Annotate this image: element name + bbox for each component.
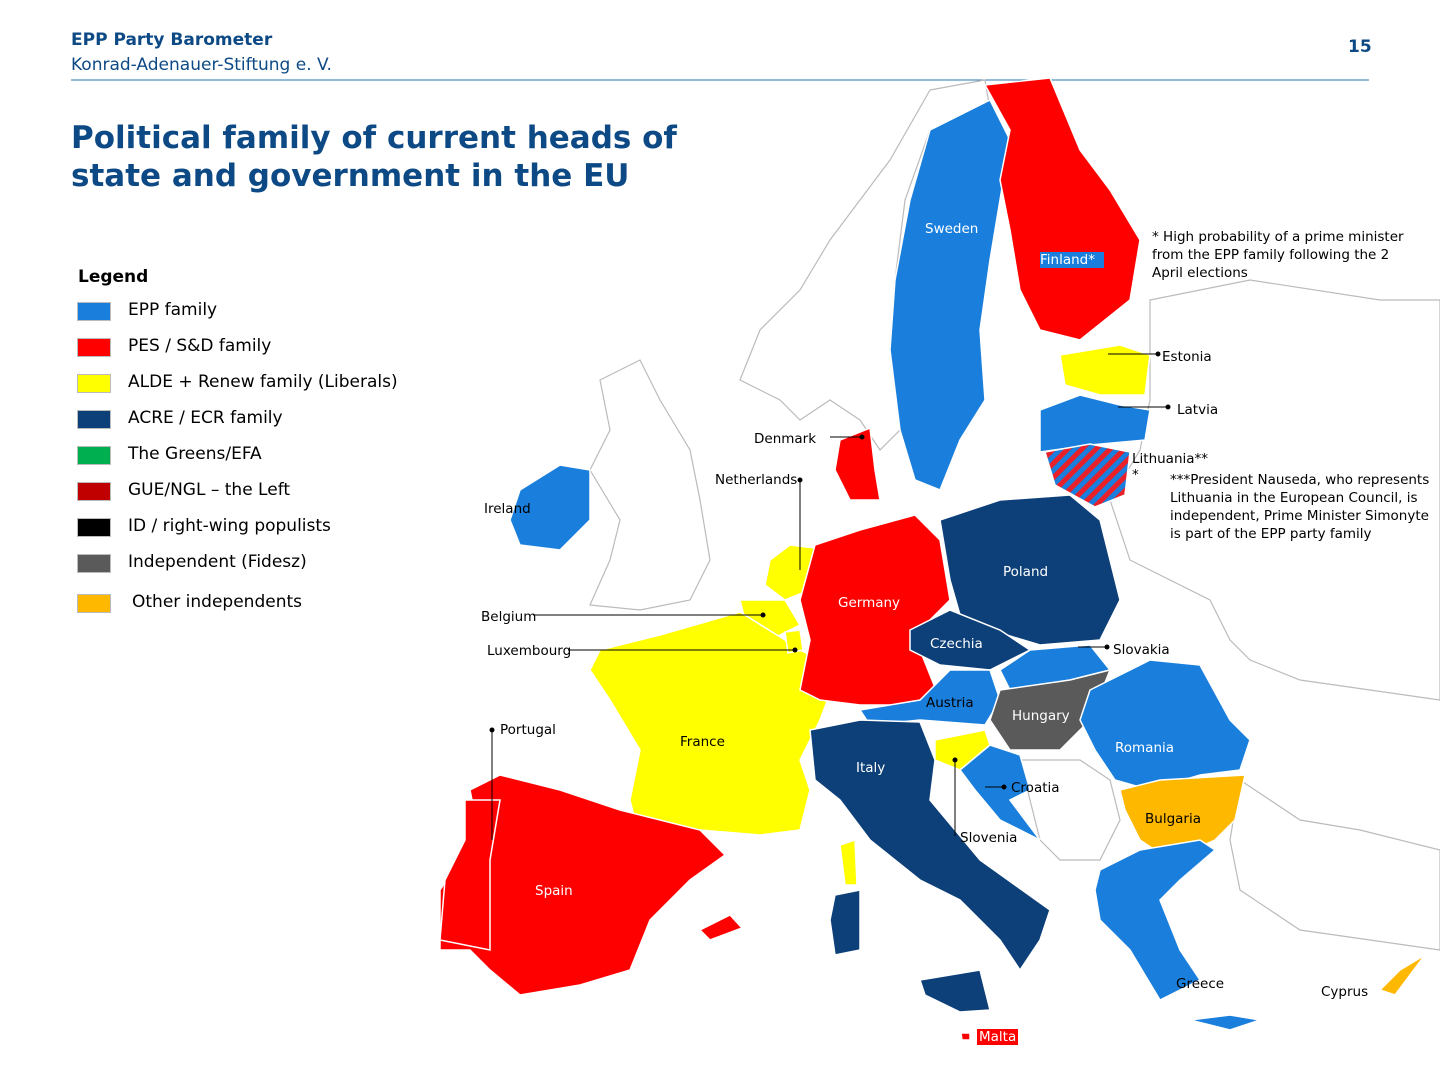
legend-swatch [77,594,111,613]
country-shape [1079,659,1251,791]
country-label: Ireland [484,501,531,517]
legend-swatch [77,338,111,357]
legend-swatch [77,482,111,501]
country-label: Netherlands [715,472,798,488]
leader-dot [1001,784,1007,790]
leader-dot [1165,404,1171,410]
legend-swatch [77,554,111,573]
legend-label: EPP family [128,300,218,320]
header-subtitle: Konrad-Adenauer-Stiftung e. V. [71,55,332,75]
note: ***President Nauseda, who represents Lit… [1170,472,1430,542]
legend-label: Independent (Fidesz) [128,552,307,572]
country-label: Luxembourg [487,643,572,659]
legend-label: PES / S&D family [128,336,272,356]
legend-label: GUE/NGL – the Left [128,480,291,500]
leader-dot [952,757,958,763]
legend-label: ACRE / ECR family [128,408,283,428]
leader-dot [859,434,865,440]
country-shape [829,889,861,956]
country-label: Belgium [481,609,537,625]
legend-label: The Greens/EFA [128,444,262,464]
legend-title: Legend [78,267,149,287]
country-shape [698,914,744,941]
legend-label: Other independents [132,592,302,612]
country-label: Croatia [1011,780,1060,796]
country-shape [439,799,501,951]
country-shape [1378,954,1426,996]
country-shape [1059,344,1151,396]
country-shape [909,609,1032,671]
country-label: Slovenia [960,830,1018,846]
country-shape [919,969,991,1013]
country-shape [1044,443,1131,508]
country-label: Estonia [1162,349,1212,365]
country-label: Greece [1176,976,1225,992]
leader-dot [760,612,766,618]
note: * High probability of a prime minister f… [1152,229,1404,281]
slide-title: Political family of current heads of sta… [71,120,677,194]
country-label: Sweden [925,221,979,237]
legend-swatch [77,446,111,465]
country-label: Cyprus [1321,984,1369,1000]
country-shape [1119,774,1246,861]
country-label: Romania [1115,740,1175,756]
leader-dot [797,477,803,483]
legend-swatch [77,410,111,429]
legend-swatch [77,518,111,537]
legend-swatch [77,302,111,321]
leader-dot [489,727,495,733]
non-eu-outlines [589,79,1440,951]
legend-label: ID / right-wing populists [128,516,331,536]
header-title: EPP Party Barometer [71,30,273,50]
country-shape [589,611,836,841]
leader-dot [792,647,798,653]
country-label: Slovakia [1113,642,1170,658]
country-label: Spain [535,883,573,899]
country-label: Finland* [1040,252,1104,268]
country-shape [834,426,881,501]
country-shape [839,838,858,886]
country-shape [439,774,727,996]
country-shape [1039,394,1151,453]
country-shape [939,494,1121,646]
country-label: Poland [1003,564,1049,580]
country-shape [809,719,1051,972]
legend-swatch [77,374,111,393]
country-label: Latvia [1177,402,1219,418]
leader-dot [1104,644,1110,650]
country-shape [960,1032,971,1041]
country-label: Germany [838,595,901,611]
country-shape [1094,839,1217,1001]
page-number: 15 [1348,37,1372,57]
country-label: Austria [926,695,974,711]
country-label: Denmark [754,431,817,447]
country-shape [958,744,1041,841]
country-shape [509,464,591,551]
country-shape [983,77,1141,341]
country-shape [989,668,1112,751]
country-label: Portugal [500,722,556,738]
leader-dot [1155,351,1161,357]
country-label: Lithuania*** [1132,451,1209,483]
country-label: Malta [977,1029,1019,1045]
country-label: Italy [856,760,886,776]
country-label: France [680,734,725,750]
country-shape [1189,1014,1261,1031]
country-label: Hungary [1012,708,1070,724]
legend-label: ALDE + Renew family (Liberals) [128,372,398,392]
country-shape [784,629,804,654]
country-label: Bulgaria [1145,811,1201,827]
country-label: Czechia [930,636,983,652]
